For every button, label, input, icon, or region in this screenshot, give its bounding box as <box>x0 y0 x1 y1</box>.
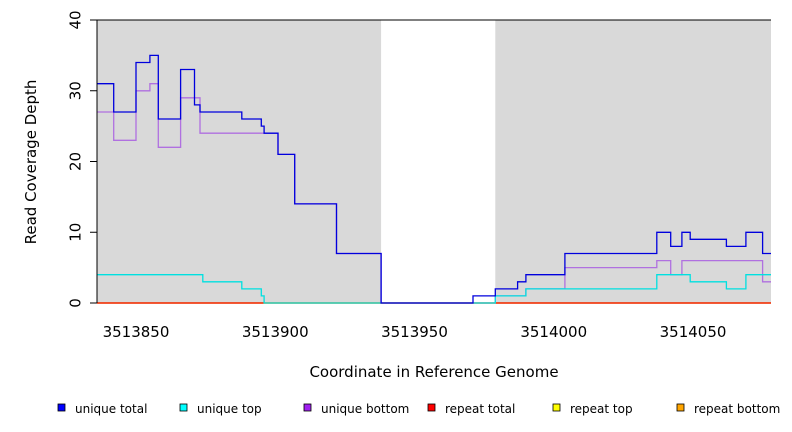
y-tick-label: 10 <box>67 223 85 242</box>
x-tick-label: 3513850 <box>103 323 170 341</box>
legend-label: unique total <box>75 402 147 416</box>
series-line-unique-total <box>97 54 771 304</box>
y-axis-label: Read Coverage Depth <box>22 80 40 245</box>
legend-swatch <box>427 403 436 412</box>
x-tick-label: 3514050 <box>660 323 727 341</box>
legend-label: repeat total <box>445 402 515 416</box>
legend-swatch <box>552 403 561 412</box>
y-tick-label: 30 <box>67 81 85 100</box>
x-axis-label: Coordinate in Reference Genome <box>309 363 558 381</box>
legend: unique total unique top unique bottom repea… <box>57 402 780 416</box>
legend-swatch <box>179 403 188 412</box>
x-tick-label: 3513900 <box>242 323 309 341</box>
legend-label: unique bottom <box>321 402 409 416</box>
legend-swatch <box>303 403 312 412</box>
legend-swatch <box>57 403 66 412</box>
shaded-region <box>97 20 382 303</box>
legend-label: unique top <box>197 402 262 416</box>
tick-labels: 0 10 20 30 40 3513850 3513900 3513950 3514000 351… <box>67 10 727 341</box>
legend-label: repeat bottom <box>694 402 780 416</box>
y-tick-label: 40 <box>67 10 85 29</box>
legend-label: repeat top <box>570 402 633 416</box>
series-lines <box>97 54 771 304</box>
y-tick-label: 20 <box>67 152 85 171</box>
shaded-region <box>495 20 771 303</box>
x-tick-label: 3513950 <box>381 323 448 341</box>
y-tick-label: 0 <box>67 298 85 308</box>
series-line-unique-top <box>97 274 771 304</box>
legend-swatch <box>676 403 685 412</box>
x-tick-label: 3514000 <box>520 323 587 341</box>
shaded-regions <box>97 20 771 303</box>
